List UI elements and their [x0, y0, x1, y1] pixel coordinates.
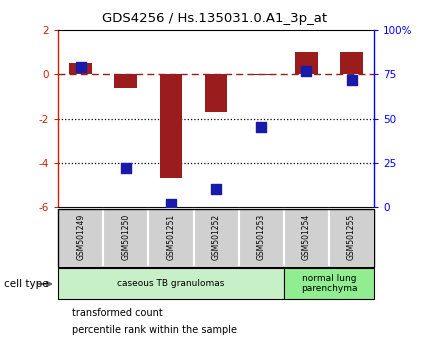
Bar: [114, 74, 137, 87]
Text: GSM501253: GSM501253: [257, 214, 266, 260]
Bar: [329, 209, 374, 267]
Bar: [295, 52, 318, 74]
Text: caseous TB granulomas: caseous TB granulomas: [117, 279, 224, 288]
Point: [77, 64, 84, 70]
Text: GDS4256 / Hs.135031.0.A1_3p_at: GDS4256 / Hs.135031.0.A1_3p_at: [102, 12, 328, 25]
Bar: [284, 209, 329, 267]
Point: [258, 125, 265, 130]
Text: cell type: cell type: [4, 279, 49, 289]
Point: [212, 187, 219, 192]
Point: [348, 77, 355, 82]
Bar: [340, 52, 363, 74]
Bar: [69, 63, 92, 74]
Text: GSM501255: GSM501255: [347, 214, 356, 260]
Text: percentile rank within the sample: percentile rank within the sample: [72, 325, 237, 335]
Text: GSM501254: GSM501254: [302, 214, 311, 260]
Bar: [250, 74, 273, 75]
Point: [303, 68, 310, 74]
Bar: [239, 209, 284, 267]
Text: normal lung
parenchyma: normal lung parenchyma: [301, 274, 357, 293]
Bar: [160, 74, 182, 178]
Bar: [148, 209, 194, 267]
Bar: [58, 268, 284, 299]
Point: [168, 201, 175, 206]
Text: GSM501250: GSM501250: [121, 214, 130, 260]
Point: [122, 165, 129, 171]
Bar: [58, 209, 103, 267]
Text: GSM501251: GSM501251: [166, 214, 175, 260]
Bar: [205, 74, 227, 112]
Text: GSM501249: GSM501249: [76, 214, 85, 260]
Text: transformed count: transformed count: [72, 308, 163, 318]
Bar: [194, 209, 239, 267]
Text: GSM501252: GSM501252: [212, 214, 221, 260]
Bar: [103, 209, 148, 267]
Bar: [284, 268, 374, 299]
